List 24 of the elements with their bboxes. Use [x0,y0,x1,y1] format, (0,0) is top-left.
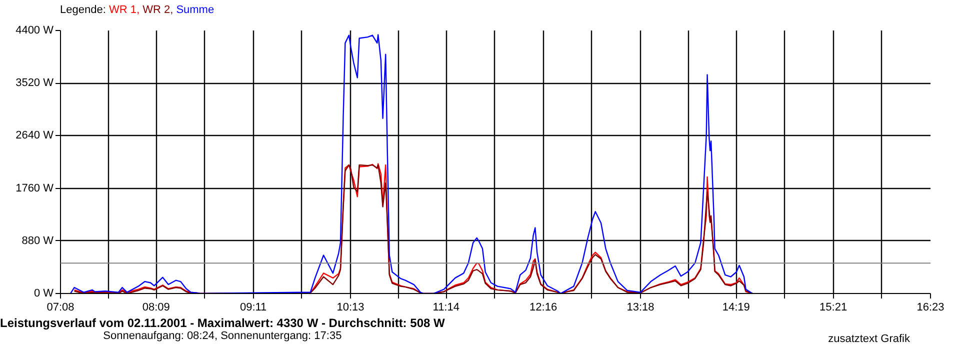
y-tick-label: 880 W [22,234,54,247]
y-tick-label: 1760 W [16,182,54,194]
x-tick-label: 10:13 [336,302,364,314]
x-tick-label: 16:23 [916,302,944,314]
y-tick-label: 2640 W [16,130,54,142]
x-tick-label: 08:09 [142,302,170,314]
y-tick-label: 4400 W [16,24,54,36]
line-series [70,34,754,294]
text: zusatztext Grafik [828,332,910,347]
legend-title: Legende: [60,4,107,16]
x-tick-label: 07:08 [46,302,74,314]
x-tick-label: 14:19 [722,302,750,314]
x-tick-label: 13:18 [626,302,654,314]
text: Leistungsverlauf vom 02.11.2001 - Maximalwert: 4330 W - Durchschnitt: 508 W [0,316,445,330]
y-tick-label: 0 W [34,288,54,300]
x-tick-label: 11:14 [432,302,460,314]
text: WR 2, [142,4,174,16]
x-tick-label: 12:16 [530,302,558,314]
text: Sonnenaufgang: 08:24, Sonnenuntergang: 17:35 [102,330,343,343]
text: WR 1, [108,4,140,16]
y-tick-label: 3520 W [16,77,54,90]
x-tick-label: 09:11 [240,302,267,314]
text: Summe [176,4,214,16]
x-tick-label: 15:21 [820,302,848,314]
